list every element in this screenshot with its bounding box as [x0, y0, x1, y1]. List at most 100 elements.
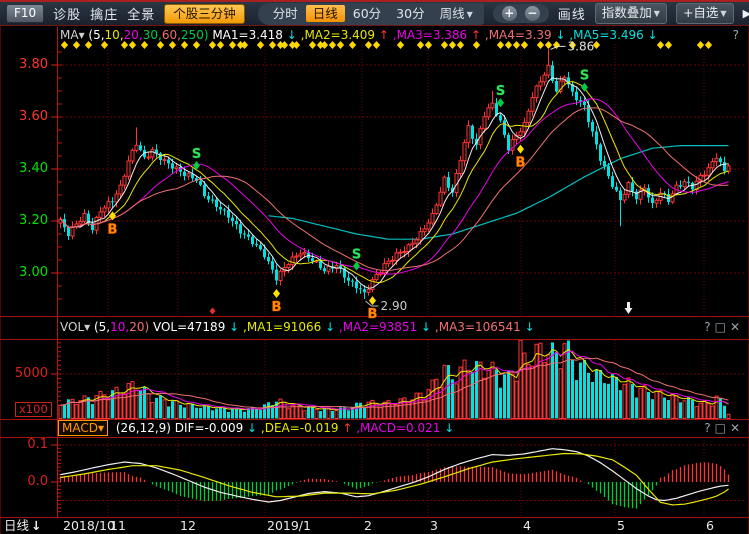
- date-label: 3: [430, 518, 438, 533]
- close-icon[interactable]: ✕: [729, 421, 744, 435]
- header-segment: 30,: [142, 28, 162, 42]
- axis-label: 5000: [14, 366, 48, 381]
- zoom-in-button[interactable]: +: [501, 6, 517, 21]
- svg-text:S: S: [580, 69, 589, 84]
- header-segment: MA▾: [60, 28, 89, 42]
- date-label: 2019/1: [267, 518, 311, 533]
- header-segment: ↓: [647, 28, 658, 42]
- header-segment: ,MA2=3.409: [296, 28, 379, 42]
- help-icon[interactable]: ?: [732, 28, 743, 42]
- f10-button[interactable]: F10: [6, 4, 45, 23]
- svg-text:S: S: [352, 247, 361, 262]
- date-label: 2: [364, 518, 372, 533]
- trade-signals[interactable]: B S B S B S B S: [107, 68, 590, 322]
- axis-label: 3.60: [19, 109, 48, 124]
- header-segment: ↑: [471, 28, 482, 42]
- header-segment: ↓: [524, 320, 535, 334]
- header-segment: ,MA4=3.39: [481, 28, 556, 42]
- gridlines: [58, 44, 746, 517]
- candlesticks[interactable]: [58, 49, 731, 299]
- main-pane-icons: ?: [733, 28, 743, 42]
- header-segment: ,MA1=91066: [239, 320, 326, 334]
- header-segment: 250): [180, 28, 209, 42]
- header-segment: 60,: [161, 28, 181, 42]
- toolbar-item-panorama[interactable]: 全景: [127, 8, 156, 23]
- close-icon[interactable]: ✕: [729, 320, 744, 334]
- svg-text:B: B: [368, 307, 378, 322]
- axis-label: 3.80: [19, 57, 48, 72]
- help-icon[interactable]: ?: [704, 421, 715, 435]
- misc-markers: [209, 302, 633, 315]
- jump-to-latest-icon[interactable]: ▶|: [742, 7, 749, 20]
- chevron-down-icon: ▼: [720, 9, 727, 18]
- header-segment: ,DEA=-0.019: [257, 421, 343, 435]
- header-segment: ↑: [378, 28, 389, 42]
- axis-label: 3.00: [19, 265, 48, 280]
- period-daily[interactable]: 日线: [305, 5, 345, 22]
- stock-3min-button[interactable]: 个股三分钟: [164, 3, 245, 24]
- chevron-down-icon: ▼: [653, 9, 660, 18]
- price-annotations: 3.86 2.90: [365, 39, 595, 313]
- date-label: 5: [617, 518, 625, 533]
- add-watchlist-button[interactable]: +自选 ▼: [675, 3, 734, 24]
- period-selector: 分时 日线 60分 30分 周线 ▼: [257, 2, 484, 25]
- period-60min[interactable]: 60分: [352, 6, 382, 21]
- svg-text:B: B: [516, 156, 526, 171]
- index-overlay-button[interactable]: 指数叠加 ▼: [594, 3, 667, 24]
- header-segment: ,MA3=3.386: [388, 28, 471, 42]
- header-segment: ↓: [325, 320, 336, 334]
- date-label: 6: [706, 518, 714, 533]
- svg-text:B: B: [108, 222, 118, 237]
- macd-pane-icons: ?□✕: [704, 421, 744, 435]
- axis-label: 0.1: [27, 437, 48, 452]
- header-segment: DIF=-0.009: [174, 421, 248, 435]
- period-status-label[interactable]: 日线 ↓: [4, 519, 42, 532]
- ma-lines: [60, 77, 729, 289]
- period-intraday[interactable]: 分时: [272, 6, 298, 21]
- period-30min[interactable]: 30分: [396, 6, 425, 21]
- axis-label: 3.40: [19, 161, 48, 176]
- volume-pane-header[interactable]: VOL▾ (5,10,20) VOL=47189 ↓ ,MA1=91066 ↓ …: [60, 320, 535, 334]
- event-diamond-markers[interactable]: [60, 41, 713, 49]
- header-segment: MACD▾: [58, 420, 108, 436]
- main-pane-header[interactable]: MA▾ (5,10,20,30,60,250) MA1=3.418 ↓ ,MA2…: [60, 28, 658, 42]
- zoom-controls: + −: [492, 4, 549, 23]
- volume-bars[interactable]: [58, 340, 731, 419]
- header-segment: 20,: [123, 28, 143, 42]
- draw-line-button[interactable]: 画线: [557, 8, 586, 23]
- maximize-icon[interactable]: □: [714, 421, 730, 435]
- help-icon[interactable]: ?: [704, 320, 715, 334]
- period-weekly-label: 周线: [439, 5, 465, 21]
- zoom-out-button[interactable]: −: [524, 6, 540, 21]
- chevron-down-icon: ▼: [466, 9, 473, 19]
- ma250-line: [268, 145, 729, 240]
- date-label: 12: [180, 518, 196, 533]
- axis-label: 3.20: [19, 213, 48, 228]
- period-weekly[interactable]: 周线 ▼: [433, 5, 480, 23]
- header-segment: VOL▾: [60, 320, 94, 334]
- date-label: 11: [110, 518, 126, 533]
- macd-pane-header[interactable]: MACD▾ (26,12,9) DIF=-0.009 ↓ ,DEA=-0.019…: [58, 420, 455, 436]
- svg-text:S: S: [192, 147, 201, 162]
- toolbar-item-diagnose[interactable]: 诊股: [53, 8, 82, 23]
- header-segment: ,MA5=3.496: [565, 28, 648, 42]
- macd-histogram: [59, 448, 730, 509]
- svg-text:3.86: 3.86: [568, 39, 595, 53]
- header-segment: ↑: [342, 421, 353, 435]
- svg-text:S: S: [496, 84, 505, 99]
- header-segment: ↓: [247, 421, 258, 435]
- header-segment: 10,: [104, 28, 124, 42]
- svg-text:2.90: 2.90: [381, 299, 408, 313]
- header-segment: ,MA3=106541: [431, 320, 525, 334]
- date-label: 2018/10: [63, 518, 115, 533]
- axis-label: 0.0: [27, 474, 48, 489]
- date-label: 4: [523, 518, 531, 533]
- header-segment: ↓: [286, 28, 297, 42]
- header-segment: ↓: [444, 421, 455, 435]
- toolbar-item-banker[interactable]: 擒庄: [90, 8, 119, 23]
- svg-text:B: B: [272, 300, 282, 315]
- maximize-icon[interactable]: □: [714, 320, 730, 334]
- header-segment: MA1=3.418: [208, 28, 287, 42]
